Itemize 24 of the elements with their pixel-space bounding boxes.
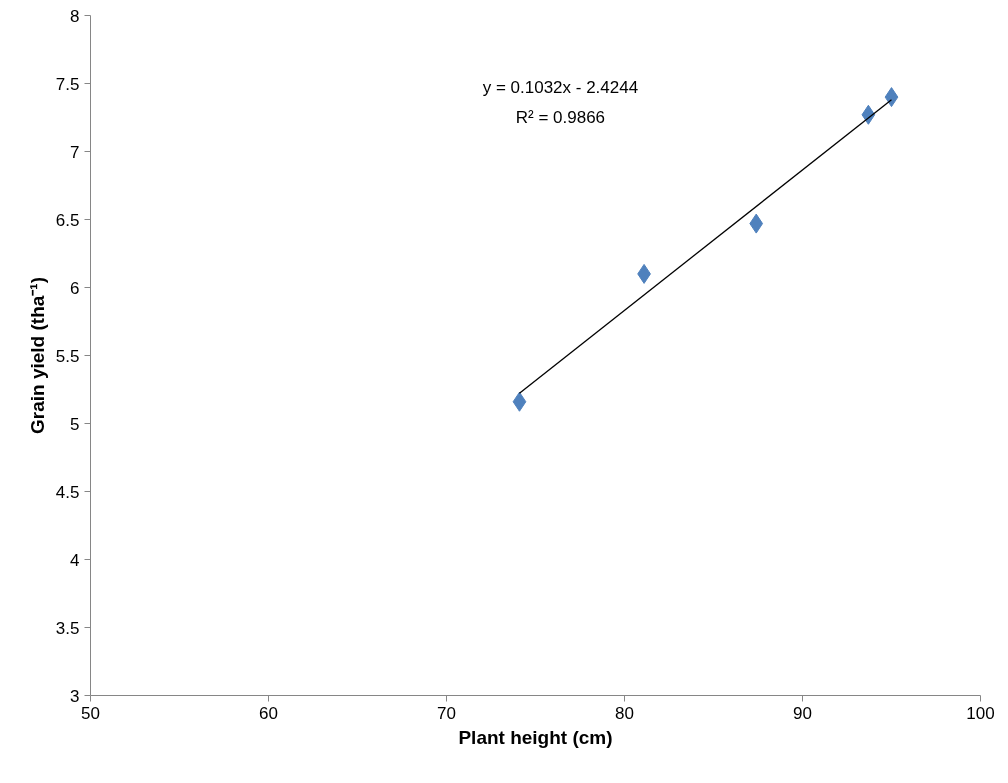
- y-tick-label: 4: [70, 550, 80, 570]
- y-axis-title: Grain yield (tha⁻¹): [26, 277, 48, 434]
- y-tick-label: 5.5: [55, 346, 80, 366]
- y-tick-label: 3: [70, 686, 80, 706]
- y-tick-label: 6: [70, 278, 80, 298]
- y-tick-label: 5: [70, 414, 80, 434]
- y-tick-label: 3.5: [55, 618, 80, 638]
- x-tick-label: 60: [259, 703, 278, 723]
- annotation: R² = 0.9866: [515, 108, 606, 127]
- point: [884, 87, 899, 108]
- x-axis-title: Plant height (cm): [458, 726, 613, 748]
- x-tick-label: 70: [437, 703, 456, 723]
- x-tick-label: 100: [966, 703, 995, 723]
- y-tick-label: 7.5: [55, 74, 80, 94]
- y-tick-label: 7: [70, 142, 80, 162]
- y-tick-label: 4.5: [55, 482, 80, 502]
- annotation: y = 0.1032x - 2.4244: [482, 78, 639, 98]
- x-tick-label: 90: [793, 703, 812, 723]
- y-tick-label: 8: [70, 6, 80, 26]
- y-tick-label: 6.5: [55, 210, 80, 230]
- x-tick-label: 50: [81, 703, 100, 723]
- point: [512, 391, 527, 412]
- x-tick-label: 80: [615, 703, 634, 723]
- point: [749, 213, 764, 234]
